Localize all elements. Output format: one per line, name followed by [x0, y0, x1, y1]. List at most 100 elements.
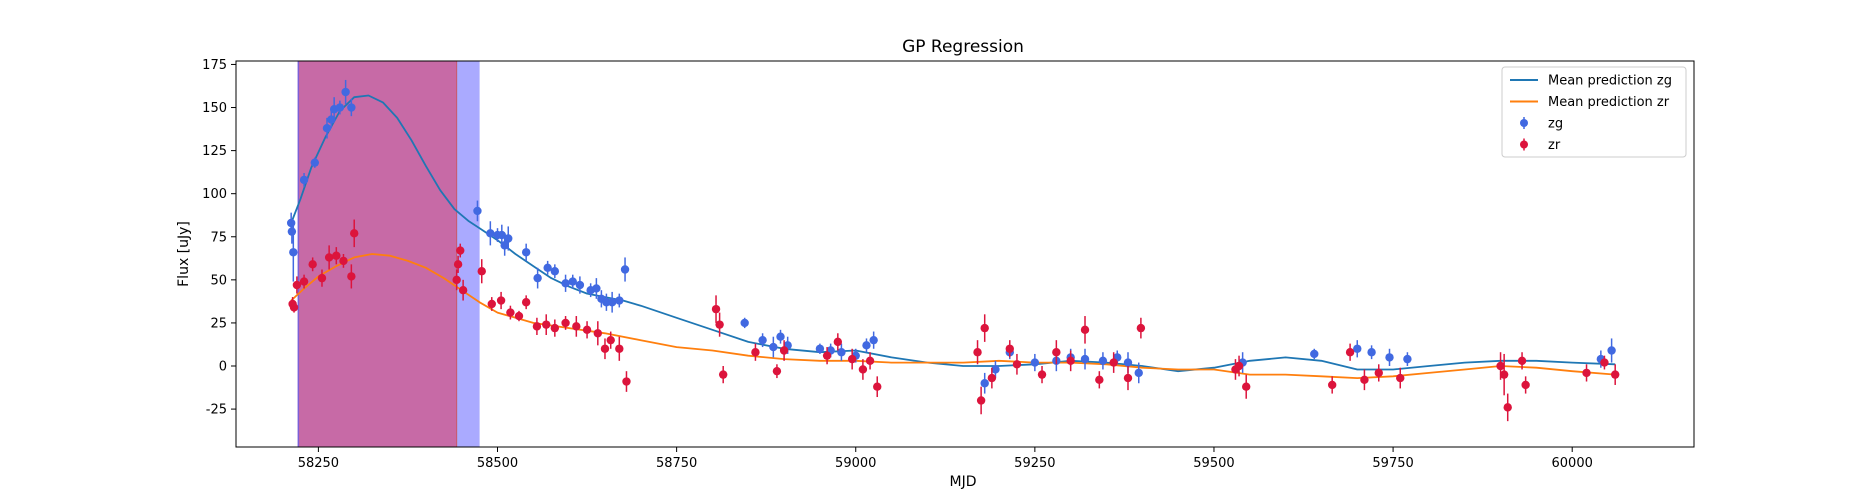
data-point [1327, 380, 1337, 390]
data-point [1136, 323, 1146, 333]
data-point [561, 318, 570, 328]
data-point [620, 265, 630, 274]
data-point [815, 344, 825, 353]
series-points-2 [286, 79, 1616, 394]
series-line-1 [290, 253, 1616, 379]
data-point [715, 320, 724, 329]
data-point [1517, 356, 1527, 366]
data-point [1098, 356, 1108, 366]
data-point [1123, 373, 1133, 383]
data-point [607, 298, 617, 307]
data-point [542, 320, 551, 329]
data-point [532, 322, 542, 331]
data-point [976, 396, 986, 405]
data-point [310, 158, 320, 167]
data-point [973, 348, 982, 357]
data-point [514, 311, 524, 321]
data-point [1353, 344, 1362, 353]
legend-box [1501, 66, 1687, 158]
legend-label: Mean prediction zr [1548, 95, 1670, 110]
y-tick-label: 100 [202, 187, 227, 202]
data-point [622, 377, 631, 386]
x-tick-label: 59500 [1193, 456, 1234, 471]
y-tick-label: 75 [210, 230, 227, 245]
data-point [980, 379, 989, 388]
data-point [1582, 368, 1591, 378]
x-tick-label: 59750 [1372, 456, 1413, 471]
y-tick-label: 25 [210, 316, 227, 331]
y-tick-label: -25 [206, 403, 227, 418]
data-point [847, 354, 857, 364]
data-point [1037, 370, 1047, 379]
data-point [1134, 368, 1143, 378]
data-point [1374, 368, 1383, 378]
data-point [1234, 361, 1244, 371]
y-tick-label: 0 [219, 360, 227, 375]
data-point [769, 342, 778, 352]
data-point [1005, 344, 1014, 353]
plot-frame [235, 60, 1695, 448]
data-point [1496, 361, 1505, 371]
series-line-0 [290, 94, 1616, 373]
data-point [991, 365, 1000, 374]
data-point [289, 248, 298, 257]
data-point [1052, 348, 1061, 357]
data-point [751, 348, 760, 357]
data-point [1610, 370, 1620, 379]
data-point [335, 103, 345, 112]
data-point [289, 303, 299, 312]
y-axis: -25 0 25 50 75 100 125 150 175 [202, 58, 236, 418]
data-point [486, 229, 495, 238]
data-point [453, 260, 463, 269]
data-point [772, 366, 782, 376]
x-tick-label: 60000 [1552, 456, 1593, 471]
data-point [317, 273, 327, 283]
data-point [1123, 358, 1133, 367]
data-point [1403, 354, 1412, 364]
data-point [858, 365, 868, 374]
data-point [592, 284, 601, 293]
data-point [543, 263, 552, 272]
data-point [1310, 349, 1319, 359]
series-points-3 [288, 219, 1620, 422]
data-point [776, 332, 785, 341]
y-tick-label: 175 [202, 58, 227, 73]
data-point [1396, 373, 1405, 383]
data-point [1385, 353, 1394, 362]
data-point [1367, 348, 1376, 357]
data-point [1012, 360, 1022, 369]
data-point [1360, 375, 1369, 384]
data-point [292, 280, 302, 290]
legend-label: zg [1548, 117, 1563, 132]
data-point [477, 267, 486, 276]
data-point [1095, 375, 1104, 384]
data-point [758, 335, 767, 345]
data-point [1503, 403, 1512, 412]
data-point [568, 277, 577, 286]
x-axis-label: MJD [950, 474, 977, 490]
data-point [473, 206, 482, 216]
data-point [873, 382, 882, 391]
data-point [350, 229, 359, 238]
x-tick-label: 58250 [298, 456, 339, 471]
data-point [980, 323, 989, 333]
data-point [600, 344, 610, 353]
data-point [1080, 325, 1090, 335]
x-tick-label: 59250 [1014, 456, 1055, 471]
data-point [575, 280, 585, 290]
legend-point-swatch [1520, 140, 1528, 149]
data-point [1109, 358, 1118, 367]
x-axis: 58250 58500 58750 59000 59250 59500 59750 60000 [298, 447, 1593, 471]
y-tick-label: 125 [202, 144, 227, 159]
data-point [1242, 382, 1251, 391]
data-point [1080, 354, 1090, 364]
data-point [593, 329, 603, 338]
data-point [740, 318, 749, 328]
data-point [308, 260, 317, 269]
y-tick-label: 150 [202, 101, 227, 116]
data-point [500, 241, 509, 250]
data-point [1066, 356, 1075, 366]
data-point [347, 272, 356, 281]
legend: Mean prediction zg Mean prediction zr zg zr [1501, 66, 1687, 158]
